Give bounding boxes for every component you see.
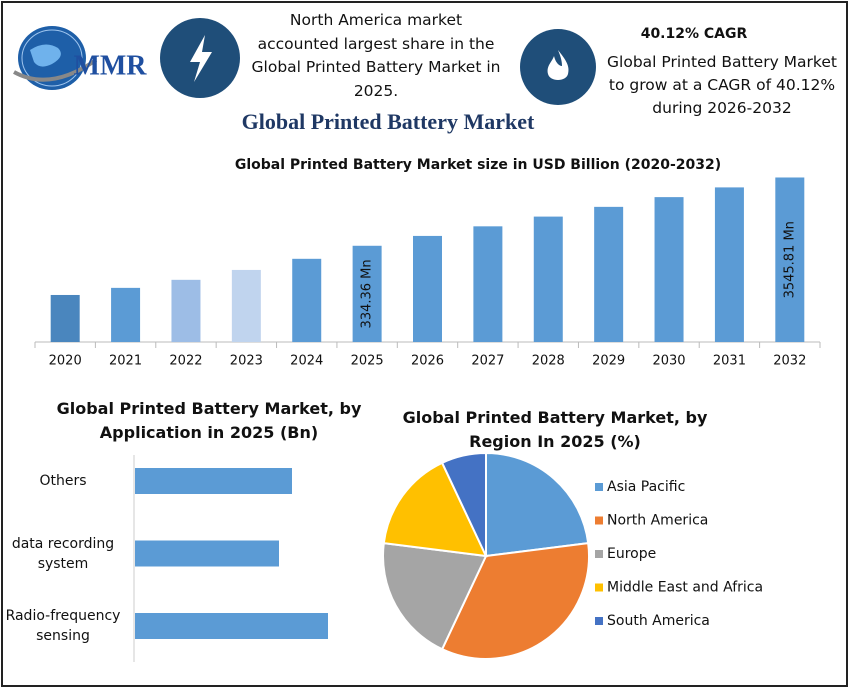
legend-label: Europe (607, 546, 656, 562)
value-label: 3545.81 Mn (782, 221, 797, 298)
pie-title: Global Printed Battery Market, by Region… (402, 408, 708, 451)
x-tick-label: 2020 (49, 354, 82, 369)
legend-label: Middle East and Africa (607, 580, 763, 596)
x-tick-label: 2026 (411, 354, 444, 369)
pie-slice (440, 451, 487, 557)
legend-swatch (595, 516, 603, 525)
bar (594, 206, 624, 342)
bar (171, 279, 201, 342)
bar (50, 294, 80, 342)
bar (413, 235, 442, 342)
x-tick-label: 2030 (652, 354, 685, 369)
legend-swatch (595, 617, 603, 625)
bar (714, 187, 744, 342)
y-tick-label: Others (39, 473, 87, 489)
bar (292, 258, 322, 342)
bar (231, 269, 261, 342)
bar (135, 468, 292, 494)
x-tick-label: 2031 (713, 354, 746, 369)
legend-swatch (595, 550, 603, 558)
legend-label: Asia Pacific (607, 479, 685, 495)
bar (135, 540, 279, 567)
bar (533, 216, 563, 342)
bar-chart-title: Global Printed Battery Market size in US… (235, 157, 721, 173)
bolt-icon (190, 35, 212, 82)
value-label: 334.36 Mn (360, 259, 375, 328)
y-tick-label: Radio-frequency sensing (5, 608, 121, 644)
bar (654, 197, 684, 342)
x-tick-label: 2027 (471, 354, 504, 369)
x-tick-label: 2022 (169, 354, 202, 369)
x-tick-label: 2029 (592, 354, 625, 369)
y-tick-label: data recording system (11, 535, 115, 572)
bar (775, 177, 805, 342)
main-title: Global Printed Battery Market (242, 109, 535, 134)
bar (473, 226, 503, 342)
flame-icon (547, 50, 569, 80)
pie-slice (382, 541, 488, 651)
bar (111, 287, 141, 342)
bar (352, 245, 382, 342)
highlight-2-title: 40.12% CAGR (640, 26, 748, 42)
x-tick-label: 2023 (230, 354, 263, 369)
logo-globe (13, 26, 98, 90)
x-tick-label: 2025 (351, 354, 384, 369)
pie-slice (382, 461, 488, 558)
x-tick-label: 2024 (290, 354, 323, 369)
legend-label: South America (607, 613, 710, 629)
highlight-2: Global Printed Battery Market to grow at… (607, 53, 837, 117)
bar (135, 613, 328, 639)
x-tick-label: 2028 (532, 354, 565, 369)
x-tick-label: 2032 (773, 354, 806, 369)
logo-text: MMR (73, 50, 147, 81)
highlight-1: North America market accounted largest s… (251, 11, 501, 100)
legend-label: North America (607, 513, 708, 529)
pie-slice (485, 451, 590, 558)
legend-swatch (595, 583, 603, 592)
hbar-title: Global Printed Battery Market, by Applic… (56, 399, 362, 442)
x-tick-label: 2021 (109, 354, 142, 369)
legend-swatch (595, 483, 603, 491)
